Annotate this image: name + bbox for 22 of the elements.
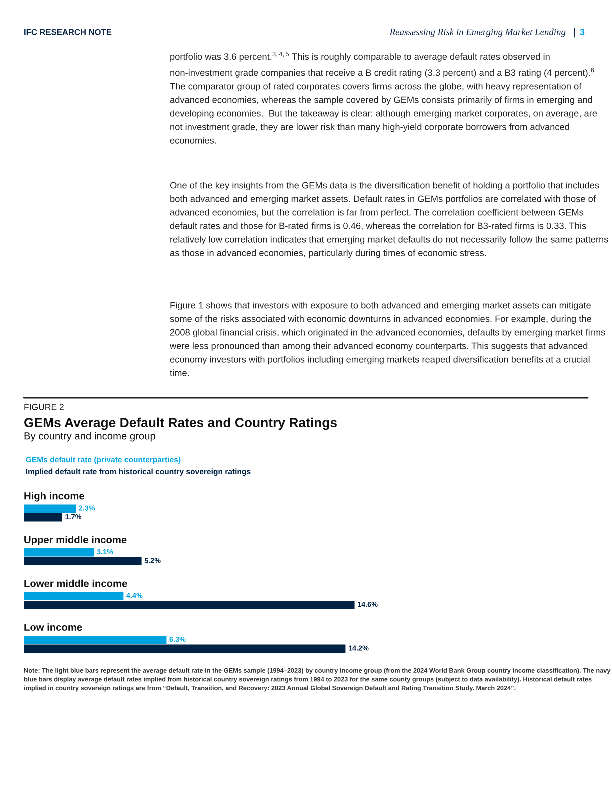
bar xyxy=(24,557,142,566)
caption: FIGURE 2 xyxy=(24,404,64,410)
chart-title: GEMs Average Default Rates and Country Ratings xyxy=(24,418,338,430)
bar xyxy=(24,644,346,654)
y-tick-label: Upper middle income xyxy=(24,536,127,546)
text: | xyxy=(574,28,576,38)
bar xyxy=(24,504,76,514)
y-tick-label: Lower middle income xyxy=(24,580,128,588)
bar xyxy=(24,636,167,644)
text: Reassessing Risk in Emerging Market Lending xyxy=(390,28,566,38)
caption: Figure 1 shows that investors with exposure to both advanced and emerging market assets can mitigate some of the risks associated with economic downturns in advanced economies. For example, during the 2008 global financial crisis, which originated in the advanced economies, defaults by emerging market firms were less pronounced than among their advanced economy counterparts. This suggests that advanced economy investors with portfolios including emerging markets reaped diversification benefits at a crucial time. xyxy=(170,302,606,376)
text: portfolio was 3.6 percent.$^{3,4,5}$ This is roughly comparable to average default rates observed in non-investment grade companies that receive a B credit rating (3.3 percent) and a B3 rating (4 percent).$^{6}$ The comparator group of rated corporates covers firms across the globe, with heavy representation of advanced economies, whereas the sample covered by GEMs consists primarily of firms in emerging and developing economies. But the takeaway is clear: although emerging market corporates, on average, are not investment grade, they are lower risk than many high-yield corporate borrowers from advanced economies. xyxy=(170,52,598,144)
y-tick-label: Low income xyxy=(24,624,82,632)
bar xyxy=(24,600,355,610)
bar xyxy=(24,592,124,601)
bar xyxy=(24,548,94,557)
text: 3 xyxy=(580,29,585,36)
chart-subtitle: By country and income group xyxy=(24,432,156,442)
text: IFC RESEARCH NOTE xyxy=(24,29,112,36)
bar xyxy=(24,513,63,522)
text: One of the key insights from the GEMs data is the diversification benefit of holding a portfolio that includes both advanced and emerging market assets. Default rates in GEMs portfolios are correlated with those of advanced economies, but the correlation is far from perfect. The correlation coefficient between GEMs default rates and those for B-rated firms is 0.46, whereas the correlation for B3-rated firms is 0.33. This relatively low correlation indicates that emerging market defaults do not necessarily follow the same patterns as those in advanced economies, particularly during times of economic stress. xyxy=(170,182,608,258)
y-tick-label: High income xyxy=(24,492,84,502)
